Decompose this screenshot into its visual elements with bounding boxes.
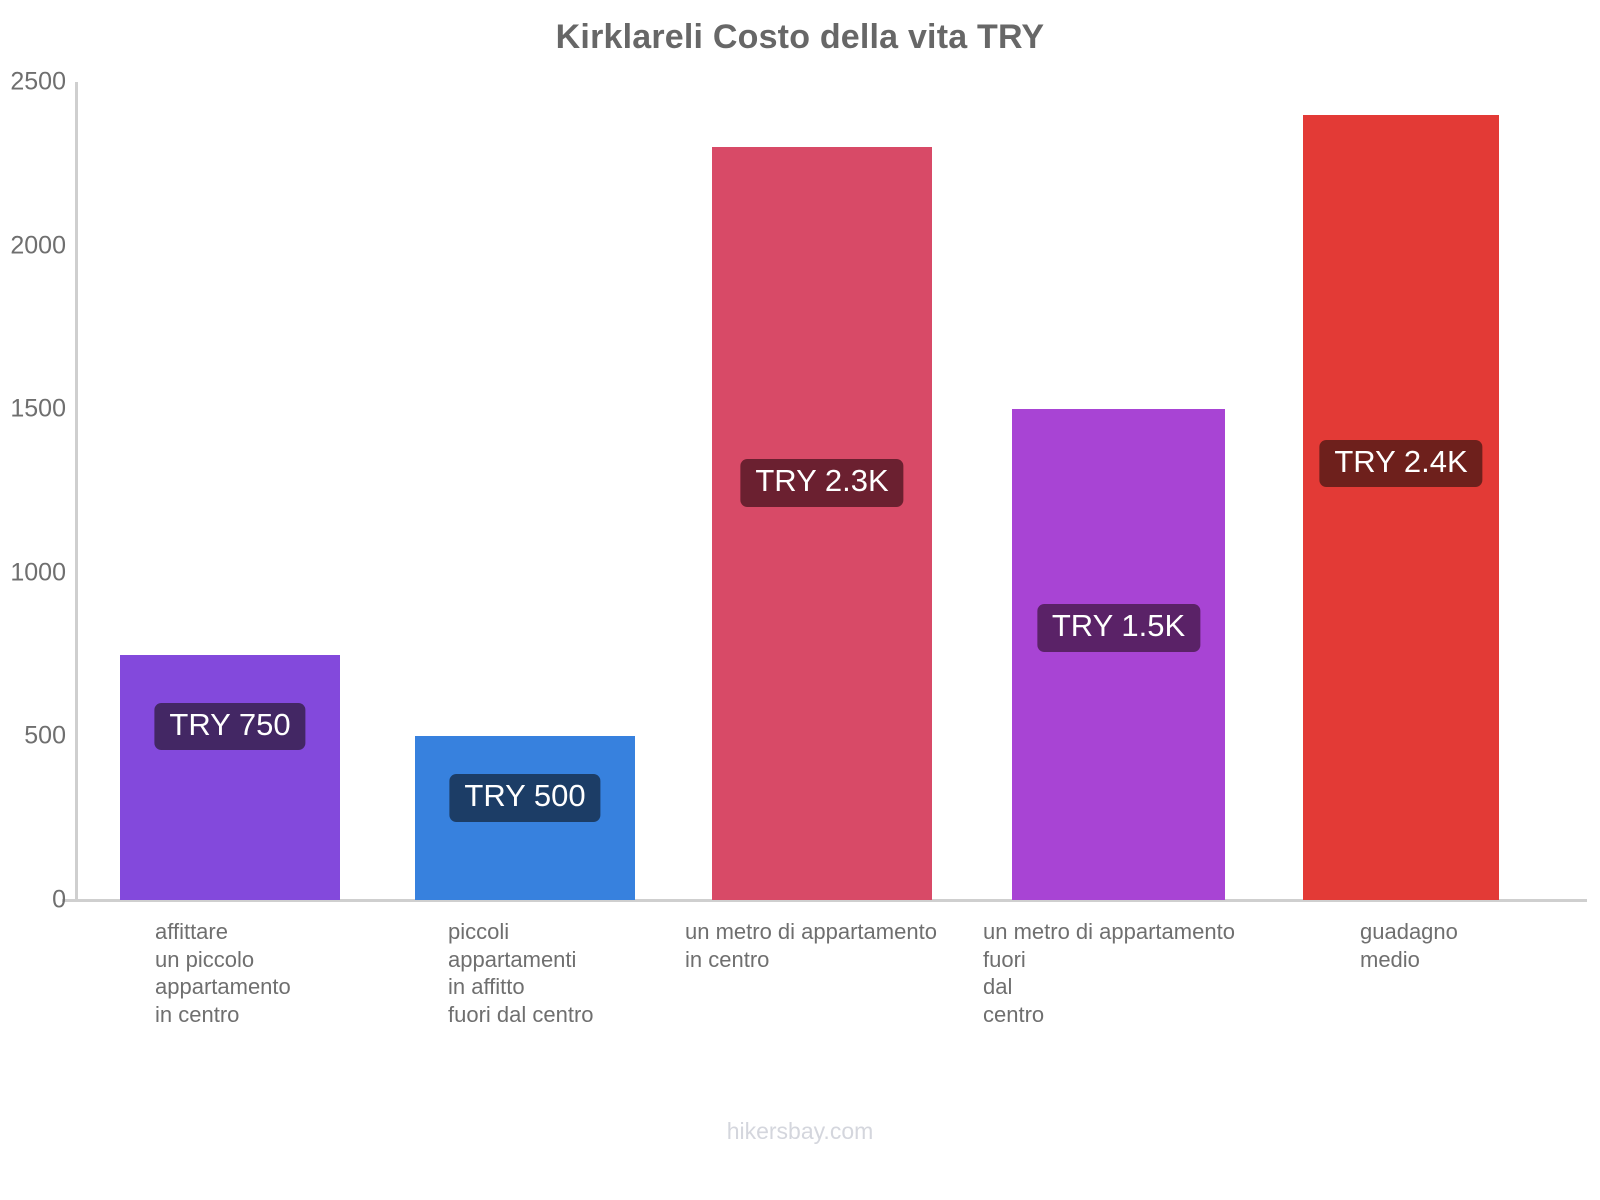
y-axis-line [75, 82, 78, 900]
x-axis-category-label: guadagno medio [1360, 919, 1458, 972]
x-axis-category-label: piccoli appartamenti in affitto fuori da… [448, 919, 594, 1027]
bar-column[interactable]: TRY 500 [415, 82, 635, 900]
y-axis-tick-label: 2500 [10, 67, 66, 96]
bar[interactable]: TRY 500 [415, 736, 635, 900]
x-axis-line [62, 899, 1587, 902]
y-axis-tick-label: 1000 [10, 558, 66, 587]
y-axis-tick-label: 500 [24, 721, 66, 750]
x-axis-category-label: affittare un piccolo appartamento in cen… [155, 919, 291, 1027]
bar-series: TRY 750 TRY 500 TRY 2.3K TRY 1.5K TRY 2.4K [75, 82, 1585, 900]
y-axis-tick-label: 0 [52, 885, 66, 914]
y-axis-tick-label: 1500 [10, 394, 66, 423]
bar-column[interactable]: TRY 2.4K [1303, 82, 1499, 900]
bar-value-badge: TRY 500 [449, 774, 601, 822]
bar[interactable]: TRY 2.3K [712, 147, 932, 900]
x-axis-category-labels: affittare un piccolo appartamento in cen… [75, 918, 1585, 1118]
bar[interactable]: TRY 1.5K [1012, 409, 1225, 900]
bar-column[interactable]: TRY 2.3K [712, 82, 932, 900]
bar-column[interactable]: TRY 1.5K [1012, 82, 1225, 900]
bar-value-badge: TRY 1.5K [1036, 604, 1201, 652]
x-axis-category-label: un metro di appartamento fuori dal centr… [983, 919, 1235, 1027]
plot-area: TRY 750 TRY 500 TRY 2.3K TRY 1.5K TRY 2.4K [75, 82, 1585, 900]
bar-column[interactable]: TRY 750 [120, 82, 340, 900]
bar-value-badge: TRY 2.4K [1319, 439, 1483, 488]
footer-credit: hikersbay.com [726, 1118, 874, 1144]
page-title: Kirklareli Costo della vita TRY [555, 18, 1045, 56]
bar-value-badge: TRY 2.3K [740, 459, 904, 507]
bar[interactable]: TRY 2.4K [1303, 114, 1499, 900]
y-axis-tick-label: 2000 [10, 231, 66, 260]
x-axis-category-label: un metro di appartamento in centro [685, 919, 937, 972]
bar[interactable]: TRY 750 [120, 654, 340, 900]
bar-value-badge: TRY 750 [154, 702, 306, 751]
